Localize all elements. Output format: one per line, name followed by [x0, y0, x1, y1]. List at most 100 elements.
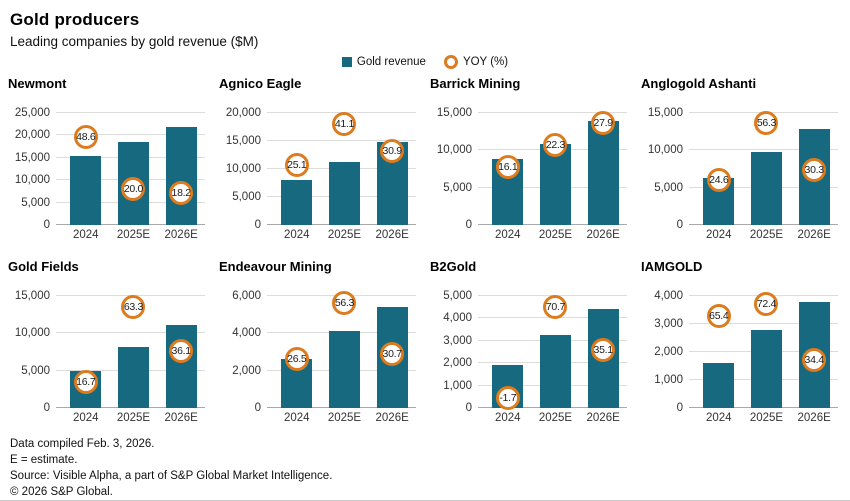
revenue-bar-2024	[70, 156, 102, 225]
x-axis-tick-label: 2026E	[375, 412, 409, 424]
chart-title: Endeavour Mining	[219, 259, 332, 274]
x-axis-tick-label: 2026E	[164, 229, 198, 241]
plot-grid: 0 5,000 10,000 15,000 16.1 22.3 27.9	[437, 107, 627, 231]
x-axis-tick-label: 2025E	[327, 412, 362, 424]
plot-area: 0 1,000 2,000 3,000 4,000 5,000 -1.7 70.7 35.1	[443, 280, 631, 414]
yoy-marker-2024: 48.6	[73, 125, 98, 150]
chart-title: Barrick Mining	[430, 76, 521, 91]
plot-grid: 0 5,000 10,000 15,000 16.7 63.3 36.1	[15, 290, 205, 414]
gridline	[56, 332, 205, 334]
yoy-marker-2026e: 36.1	[169, 339, 194, 364]
plot-area: 0 5,000 10,000 15,000 20,000 25,000 48.6 20.0 18…	[15, 97, 209, 231]
y-axis-tick-label: 15,000	[14, 151, 50, 164]
yoy-marker-2025e: 56.3	[332, 291, 357, 316]
plot-grid: 0 1,000 2,000 3,000 4,000 5,000 -1.7 70.7 35.1	[443, 290, 627, 414]
x-axis-tick-label: 2026E	[375, 229, 409, 241]
y-axis-tick-label: 0	[254, 402, 261, 414]
y-axis-tick-label: 5,000	[21, 364, 50, 377]
x-axis-tick-label: 2026E	[586, 412, 620, 424]
y-axis-tick-label: 2,000	[443, 357, 472, 370]
chart-b2gold: B2Gold 0 1,000 2,000 3,000 4,000 5,000 -1.7 70.7…	[430, 258, 631, 428]
y-axis-tick-label: 5,000	[443, 290, 472, 302]
x-axis-tick-label: 2024	[494, 229, 521, 241]
yoy-marker-2026e: 18.2	[169, 181, 194, 206]
y-axis-tick-label: 4,000	[443, 312, 472, 325]
yoy-marker-2026e: 30.3	[802, 157, 827, 182]
gridline	[56, 134, 205, 136]
chart-endeavour-mining: Endeavour Mining 0 2,000 4,000 6,000 26.5 56.3…	[219, 258, 420, 428]
yoy-marker-2024: 65.4	[706, 303, 731, 328]
yoy-marker-2026e: 30.7	[380, 341, 405, 366]
x-axis-labels: 2024 2025E 2026E	[689, 412, 838, 428]
yoy-marker-2025e: 20.0	[121, 176, 146, 201]
x-axis-labels: 2024 2025E 2026E	[267, 412, 416, 428]
x-axis-labels: 2024 2025E 2026E	[56, 412, 205, 428]
chart-title: Anglogold Ashanti	[641, 76, 757, 91]
y-axis-tick-label: 15,000	[14, 290, 50, 302]
x-axis-tick-label: 2024	[283, 229, 310, 241]
x-axis-labels: 2024 2025E 2026E	[478, 412, 627, 428]
revenue-bar-2026e	[165, 325, 197, 408]
chart-iamgold: IAMGOLD 0 1,000 2,000 3,000 4,000 65.4 72.4 34.4…	[641, 258, 842, 428]
y-axis-tick-label: 10,000	[14, 174, 50, 187]
y-axis-tick-label: 4,000	[232, 327, 261, 340]
plot-area: 0 2,000 4,000 6,000 26.5 56.3 30.7	[232, 280, 420, 414]
bar-swatch-icon	[341, 57, 352, 67]
footer-copyright: © 2026 S&P Global.	[10, 486, 113, 498]
plot-grid: 0 1,000 2,000 3,000 4,000 65.4 72.4 34.4	[654, 290, 838, 414]
yoy-marker-2025e: 56.3	[754, 110, 779, 135]
page-title: Gold producers	[10, 10, 140, 29]
revenue-bar-2025e	[117, 346, 150, 408]
yoy-marker-2025e: 22.3	[543, 133, 568, 158]
x-axis-tick-label: 2026E	[586, 229, 620, 241]
x-axis-tick-label: 2024	[283, 412, 310, 424]
revenue-bar-2025e	[750, 151, 783, 225]
x-axis-tick-label: 2024	[705, 229, 732, 241]
y-axis-tick-label: 10,000	[225, 163, 261, 175]
plot-area: 0 5,000 10,000 15,000 16.1 22.3 27.9	[437, 97, 631, 231]
y-axis-tick-label: 4,000	[654, 290, 683, 302]
ring-swatch-icon	[443, 55, 458, 69]
x-axis-tick-label: 2025E	[749, 412, 784, 424]
y-axis-tick-label: 0	[676, 402, 683, 414]
y-axis-tick-label: 2,000	[654, 346, 683, 358]
y-axis-tick-label: 1,000	[654, 374, 683, 386]
plot-grid: 0 5,000 10,000 15,000 20,000 25,000 48.6 20.0 18…	[15, 107, 205, 231]
revenue-bar-2025e	[539, 335, 572, 408]
yoy-marker-2024: 26.5	[284, 347, 309, 372]
x-axis-tick-label: 2024	[494, 412, 521, 424]
y-axis-tick-label: 0	[676, 219, 683, 231]
y-axis-tick-label: 5,000	[654, 181, 683, 194]
revenue-bar-2025e	[328, 161, 361, 225]
x-axis-tick-label: 2024	[705, 412, 732, 424]
chart-title: Agnico Eagle	[219, 76, 302, 91]
revenue-bar-2025e	[328, 331, 361, 408]
footer-estimate-note: E = estimate.	[10, 454, 78, 466]
yoy-marker-2024: 25.1	[284, 152, 309, 177]
y-axis-tick-label: 5,000	[21, 196, 50, 209]
x-axis-tick-label: 2026E	[797, 229, 831, 241]
x-axis-tick-label: 2024	[72, 412, 99, 424]
revenue-bar-2026e	[165, 126, 197, 225]
legend-label-gold-revenue: Gold revenue	[356, 56, 426, 68]
y-axis-tick-label: 2,000	[232, 364, 261, 377]
yoy-marker-2026e: 27.9	[591, 111, 616, 136]
chart-barrick-mining: Barrick Mining 0 5,000 10,000 15,000 16.1 22.3…	[430, 75, 631, 245]
x-axis-labels: 2024 2025E 2026E	[56, 229, 205, 245]
plot-area: 0 5,000 10,000 15,000 16.7 63.3 36.1	[15, 280, 209, 414]
x-axis-tick-label: 2025E	[749, 229, 784, 241]
chart-gold-fields: Gold Fields 0 5,000 10,000 15,000 16.7 63.3 36.…	[8, 258, 209, 428]
gridline	[267, 140, 416, 141]
x-axis-tick-label: 2024	[72, 229, 99, 241]
charts-grid: Newmont 0 5,000 10,000 15,000 20,000 25,000 48.…	[0, 71, 850, 428]
revenue-bar-2025e	[539, 143, 572, 225]
revenue-bar-2024	[281, 180, 313, 225]
gridline	[56, 112, 205, 113]
y-axis-tick-label: 1,000	[443, 379, 472, 392]
chart-title: Gold Fields	[8, 259, 79, 274]
gridline	[478, 112, 627, 113]
y-axis-tick-label: 10,000	[647, 144, 683, 157]
y-axis-tick-label: 0	[465, 402, 472, 414]
yoy-marker-2025e: 70.7	[543, 295, 568, 320]
